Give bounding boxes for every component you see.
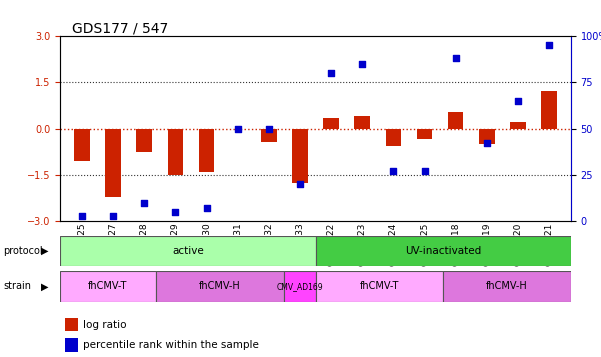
Point [358, 61, 367, 66]
Text: protocol: protocol [3, 246, 43, 256]
Text: log ratio: log ratio [83, 320, 127, 330]
Point [545, 42, 554, 48]
Text: percentile rank within the sample: percentile rank within the sample [83, 340, 259, 351]
Point [326, 70, 336, 76]
Text: fhCMV-H: fhCMV-H [199, 281, 240, 292]
Point [482, 141, 492, 146]
Bar [65, 318, 78, 331]
Text: UV-inactivated: UV-inactivated [405, 246, 481, 256]
Text: strain: strain [3, 281, 31, 291]
FancyBboxPatch shape [284, 271, 316, 302]
FancyBboxPatch shape [316, 236, 571, 266]
Point [451, 55, 460, 61]
Point [202, 206, 212, 211]
FancyBboxPatch shape [60, 271, 156, 302]
Bar [386, 129, 401, 146]
Bar [261, 129, 276, 142]
Point [389, 169, 398, 174]
Point [77, 213, 87, 218]
Text: active: active [172, 246, 204, 256]
Point [171, 209, 180, 215]
Text: fhCMV-H: fhCMV-H [486, 281, 528, 292]
Text: CMV_AD169: CMV_AD169 [276, 282, 323, 291]
Bar [479, 129, 495, 144]
Point [419, 169, 429, 174]
Bar [448, 111, 463, 129]
Bar [105, 129, 121, 197]
Text: fhCMV-T: fhCMV-T [359, 281, 399, 292]
Point [139, 200, 149, 206]
Bar [323, 118, 339, 129]
Bar [74, 129, 90, 161]
Text: ▶: ▶ [41, 281, 48, 291]
Point [513, 98, 523, 104]
Bar [65, 338, 78, 352]
Bar [510, 122, 526, 129]
Point [233, 126, 242, 131]
Bar [292, 129, 308, 183]
Bar [168, 129, 183, 175]
Text: ▶: ▶ [41, 246, 48, 256]
Text: fhCMV-T: fhCMV-T [88, 281, 127, 292]
Bar [542, 91, 557, 129]
FancyBboxPatch shape [60, 236, 316, 266]
FancyBboxPatch shape [443, 271, 571, 302]
Point [264, 126, 273, 131]
Bar [416, 129, 432, 139]
Bar [199, 129, 215, 172]
Point [108, 213, 118, 218]
Point [295, 181, 305, 187]
FancyBboxPatch shape [316, 271, 443, 302]
Text: GDS177 / 547: GDS177 / 547 [72, 21, 168, 35]
Bar [136, 129, 152, 152]
FancyBboxPatch shape [156, 271, 284, 302]
Bar [355, 116, 370, 129]
